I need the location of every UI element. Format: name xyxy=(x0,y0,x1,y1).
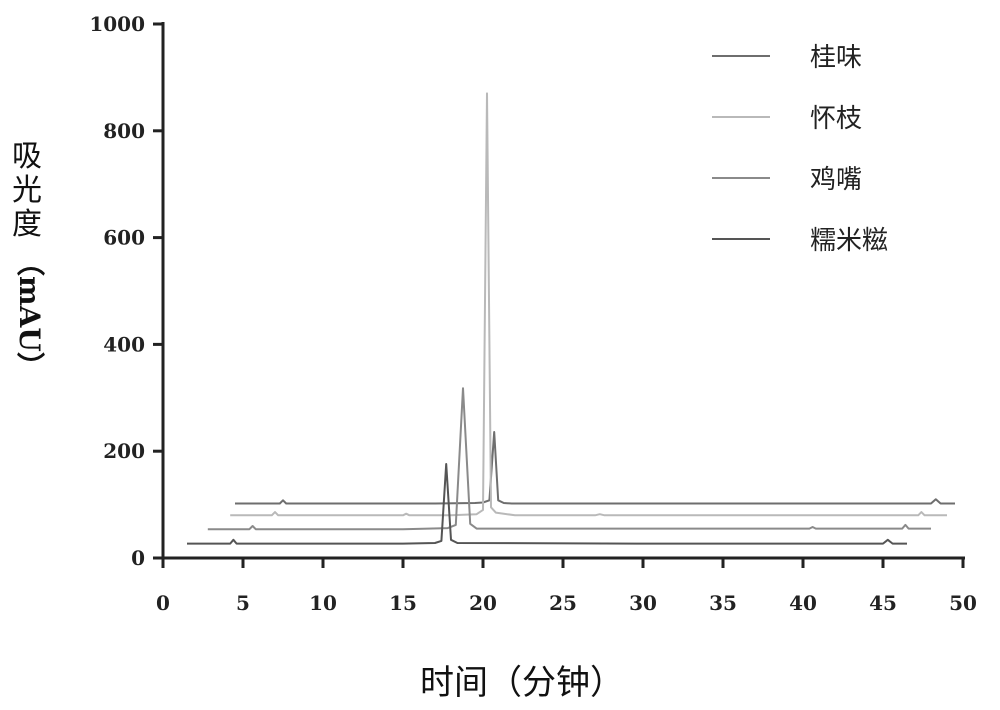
y-axis-label: 吸 光 度 （mAU） xyxy=(12,139,46,380)
y-tick-label: 600 xyxy=(103,226,145,250)
series-layer xyxy=(187,92,955,545)
legend-label-2: 怀枝 xyxy=(810,104,862,134)
x-tick-label: 30 xyxy=(629,591,657,615)
y-axis-label-char-2: 光 xyxy=(12,173,42,208)
x-axis-label: 时间（分钟） xyxy=(420,663,624,703)
y-tick-label: 800 xyxy=(103,119,145,143)
series-line-3 xyxy=(207,387,931,531)
legend-label-3: 鸡嘴 xyxy=(810,165,862,195)
x-tick-label: 35 xyxy=(709,591,737,615)
axes: 0 200 400 600 800 1000 0 5 10 15 20 25 30 35 40 45 50 xyxy=(89,12,977,615)
y-axis-label-char-1: 吸 xyxy=(12,139,42,174)
y-tick-label: 1000 xyxy=(89,12,145,36)
x-tick-label: 20 xyxy=(469,591,497,615)
x-tick-label: 15 xyxy=(389,591,417,615)
x-tick-label: 50 xyxy=(949,591,977,615)
series-line-1 xyxy=(235,431,955,505)
legend-label-1: 桂味 xyxy=(810,43,862,73)
series-line-4 xyxy=(187,463,907,545)
x-tick-label: 0 xyxy=(156,591,170,615)
x-tick-label: 45 xyxy=(869,591,897,615)
x-tick-label: 5 xyxy=(236,591,250,615)
x-tick-label: 25 xyxy=(549,591,577,615)
x-tick-label: 40 xyxy=(789,591,817,615)
legend-label-4: 糯米糍 xyxy=(810,226,888,256)
series-line-2 xyxy=(230,92,947,517)
y-axis-label-char-3: 度 xyxy=(12,207,42,242)
y-tick-label: 400 xyxy=(103,332,145,356)
x-tick-label: 10 xyxy=(309,591,337,615)
y-axis-unit: （mAU） xyxy=(13,248,46,380)
y-tick-label: 0 xyxy=(131,546,145,570)
y-tick-label: 200 xyxy=(103,439,145,463)
